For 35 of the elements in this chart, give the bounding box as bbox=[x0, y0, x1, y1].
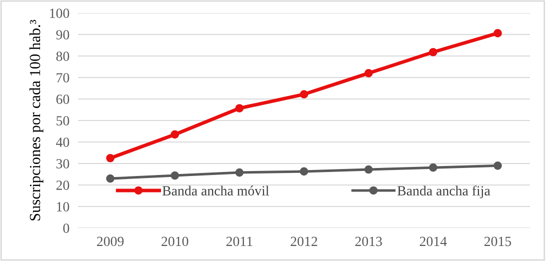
point bbox=[300, 90, 308, 98]
point bbox=[106, 154, 114, 162]
legend-label: Banda ancha fija bbox=[397, 186, 490, 198]
y-tick-label: 70 bbox=[56, 73, 70, 82]
point bbox=[235, 168, 244, 177]
legend-label: Banda ancha móvil bbox=[162, 186, 269, 196]
y-axis-title: Suscripciones por cada 100 hab.³ bbox=[29, 20, 44, 220]
point bbox=[235, 104, 244, 112]
point bbox=[170, 171, 180, 180]
x-tick-label: 2009 bbox=[97, 236, 124, 246]
y-tick-label: 90 bbox=[56, 30, 70, 40]
x-tick-label: 2013 bbox=[355, 236, 382, 246]
point bbox=[428, 48, 438, 56]
point bbox=[364, 69, 373, 78]
x-tick-label: 2015 bbox=[484, 236, 512, 246]
y-tick-label: 10 bbox=[57, 202, 70, 212]
y-tick-label: 80 bbox=[56, 52, 70, 61]
y-tick-label: 50 bbox=[56, 116, 70, 126]
x-tick-label: 2011 bbox=[226, 236, 252, 246]
point bbox=[106, 174, 114, 183]
y-tick-label: 100 bbox=[50, 8, 70, 18]
x-tick-label: 2010 bbox=[162, 236, 188, 246]
y-tick-label: 30 bbox=[56, 159, 70, 168]
y-tick-label: 60 bbox=[56, 94, 70, 104]
point bbox=[364, 165, 373, 174]
point bbox=[494, 29, 502, 38]
y-tick-label: 40 bbox=[56, 138, 70, 147]
point bbox=[300, 167, 308, 176]
x-tick-label: 2012 bbox=[290, 236, 318, 246]
y-tick-label: 0 bbox=[63, 224, 70, 233]
point bbox=[170, 130, 180, 139]
x-tick-label: 2014 bbox=[420, 236, 447, 246]
y-tick-label: 20 bbox=[56, 180, 70, 190]
point bbox=[494, 161, 502, 170]
point bbox=[428, 163, 438, 172]
